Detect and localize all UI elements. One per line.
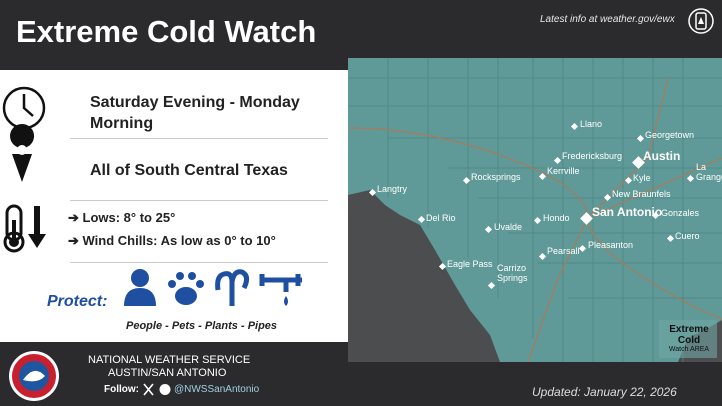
city-label: Pearsall: [547, 246, 580, 256]
city-label: Kerrville: [547, 166, 580, 176]
city-label: Uvalde: [494, 222, 523, 232]
protect-label: Protect:: [47, 293, 108, 310]
city-label: Austin: [643, 149, 681, 163]
protect-items: People - Pets - Plants - Pipes: [126, 320, 278, 332]
city-label: Georgetown: [645, 130, 695, 140]
legend-sub: Watch AREA: [668, 346, 710, 353]
nws-logo: [9, 351, 59, 401]
city-label: Langtry: [377, 184, 408, 194]
info-link[interactable]: Latest info at weather.gov/ewx: [540, 14, 675, 25]
city-label: Hondo: [543, 213, 570, 223]
city-label: Carrizo Springs: [497, 263, 528, 283]
legend: Extreme Cold Watch AREA: [662, 324, 716, 353]
city-label: New Braunfels: [612, 189, 671, 199]
updated: Updated: January 22, 2026: [532, 385, 677, 399]
follow-label: Follow:: [104, 384, 139, 395]
phone-icon: [688, 8, 714, 34]
protect-item: People: [126, 320, 163, 332]
city-label: Rocksprings: [471, 172, 521, 182]
city-label: Del Rio: [426, 213, 456, 223]
legend-title: Extreme Cold: [669, 324, 709, 346]
city-label: Llano: [580, 119, 603, 129]
lows: Lows: 8° to 25°: [82, 210, 176, 225]
protect-item: Pets: [171, 320, 196, 332]
title: Extreme Cold Watch: [16, 14, 317, 49]
protect-item: Plants: [204, 320, 238, 332]
office-sub: AUSTIN/SAN ANTONIO: [108, 367, 227, 379]
city-label: San Antonio: [592, 205, 663, 219]
city-label: Cuero: [675, 231, 700, 241]
handle[interactable]: @NWSSanAntonio: [174, 384, 260, 395]
protect-icons: [124, 269, 302, 306]
timeframe: Saturday Evening - Monday Morning: [90, 94, 300, 132]
protect-item: Pipes: [247, 320, 278, 332]
city-label: Fredericksburg: [562, 151, 623, 161]
city-label: Gonzales: [661, 208, 700, 218]
city-label: Pleasanton: [588, 240, 634, 250]
icons: [2, 86, 46, 253]
city-label: Eagle Pass: [447, 259, 493, 269]
info-panel: Saturday Evening - Monday Morning All of…: [0, 70, 348, 342]
map: [348, 58, 722, 362]
city-label: Kyle: [633, 173, 651, 183]
social-icons[interactable]: [143, 383, 173, 396]
city-label: La Grange: [696, 162, 722, 182]
wind-chills: Wind Chills: As low as 0° to 10°: [82, 233, 276, 248]
office: NATIONAL WEATHER SERVICE: [88, 354, 251, 366]
area: All of South Central Texas: [90, 162, 288, 179]
